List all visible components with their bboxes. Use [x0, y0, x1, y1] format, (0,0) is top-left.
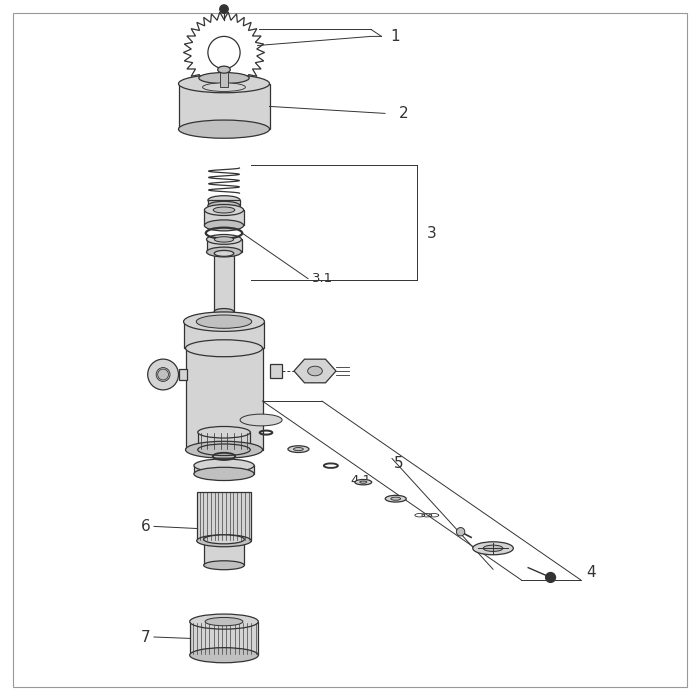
Ellipse shape: [206, 234, 242, 244]
Circle shape: [456, 528, 465, 536]
Ellipse shape: [196, 315, 252, 328]
Text: 4: 4: [586, 566, 596, 580]
Ellipse shape: [183, 312, 265, 331]
Text: 3.1: 3.1: [312, 272, 332, 285]
Bar: [204, 210, 244, 225]
Circle shape: [220, 5, 228, 13]
Bar: [270, 364, 282, 378]
Bar: [178, 369, 187, 380]
Bar: [218, 310, 230, 326]
Ellipse shape: [197, 426, 251, 438]
Ellipse shape: [206, 247, 242, 257]
Ellipse shape: [293, 447, 303, 451]
Ellipse shape: [156, 368, 170, 382]
Ellipse shape: [194, 459, 254, 472]
Ellipse shape: [214, 251, 234, 256]
Ellipse shape: [186, 441, 262, 458]
Bar: [186, 349, 262, 450]
Ellipse shape: [208, 202, 240, 210]
Ellipse shape: [178, 75, 270, 93]
Ellipse shape: [194, 468, 254, 480]
Text: 2: 2: [399, 106, 409, 121]
Bar: [204, 539, 244, 566]
Ellipse shape: [355, 480, 372, 485]
Text: 7: 7: [141, 629, 150, 645]
Bar: [197, 491, 251, 540]
Ellipse shape: [178, 120, 270, 139]
Ellipse shape: [204, 204, 244, 216]
Bar: [206, 239, 242, 252]
Circle shape: [546, 573, 556, 582]
Ellipse shape: [197, 535, 251, 547]
Text: 4.1: 4.1: [351, 475, 372, 487]
Bar: [190, 622, 258, 655]
Ellipse shape: [199, 73, 249, 83]
Ellipse shape: [385, 496, 406, 502]
Text: 1: 1: [391, 29, 400, 44]
Ellipse shape: [190, 614, 258, 629]
Ellipse shape: [197, 444, 251, 456]
Ellipse shape: [208, 196, 240, 204]
Polygon shape: [294, 359, 336, 383]
Bar: [198, 432, 251, 450]
Ellipse shape: [240, 414, 282, 426]
Ellipse shape: [473, 542, 513, 555]
Ellipse shape: [214, 237, 234, 242]
Bar: [178, 83, 270, 129]
Text: 5: 5: [394, 456, 404, 471]
Ellipse shape: [218, 66, 230, 73]
Ellipse shape: [204, 561, 244, 570]
Ellipse shape: [288, 446, 309, 452]
Ellipse shape: [197, 468, 251, 480]
Ellipse shape: [391, 497, 400, 500]
Ellipse shape: [148, 359, 178, 390]
Text: 3: 3: [427, 226, 437, 241]
Ellipse shape: [204, 535, 244, 544]
Ellipse shape: [190, 648, 258, 663]
Ellipse shape: [205, 617, 243, 626]
Bar: [220, 70, 228, 88]
Ellipse shape: [307, 366, 322, 376]
Bar: [214, 253, 234, 312]
Ellipse shape: [186, 340, 262, 357]
Ellipse shape: [214, 207, 235, 213]
Ellipse shape: [214, 309, 234, 314]
Ellipse shape: [360, 481, 367, 483]
Ellipse shape: [204, 220, 244, 231]
Bar: [208, 200, 240, 206]
Ellipse shape: [202, 83, 246, 92]
Bar: [194, 465, 254, 474]
Circle shape: [158, 369, 169, 380]
Bar: [183, 322, 265, 349]
Text: 6: 6: [141, 519, 150, 534]
Ellipse shape: [483, 545, 503, 552]
